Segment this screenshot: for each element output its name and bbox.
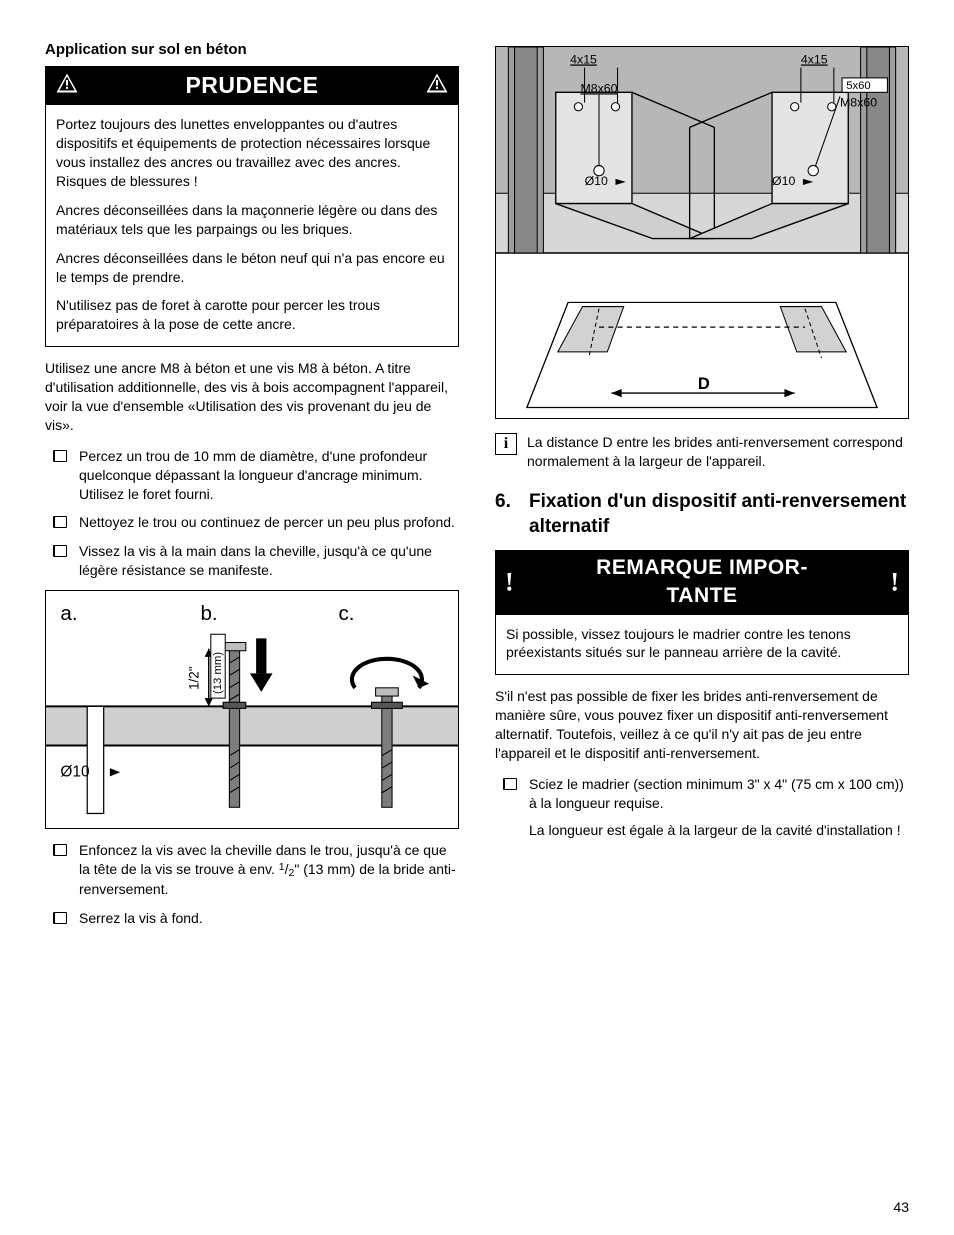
caution-box: Portez toujours des lunettes enveloppant… [45, 105, 459, 347]
info-row: i La distance D entre les brides anti-re… [495, 433, 909, 471]
steps-list-right: Sciez le madrier (section minimum 3" x 4… [503, 775, 909, 840]
warning-triangle-icon [55, 71, 79, 100]
section-title: Fixation d'un dispositif anti-renverseme… [529, 489, 909, 540]
caution-band: PRUDENCE [45, 66, 459, 105]
caution-p4: N'utilisez pas de foret à carotte pour p… [56, 296, 448, 334]
frac-sup: 1 [279, 861, 285, 873]
caution-p1: Portez toujours des lunettes enveloppant… [56, 115, 448, 191]
label-m8x60-a: M8x60 [580, 81, 617, 95]
steps-list-2: Enfoncez la vis avec la cheville dans le… [53, 841, 459, 928]
label-o10-b: Ø10 [772, 174, 795, 188]
step-item: Percez un trou de 10 mm de diamètre, d'u… [53, 447, 459, 504]
note-title: REMARQUE IMPOR- TANTE [596, 554, 808, 611]
label-D: D [698, 375, 710, 393]
figure-brackets: 4x15 M8x60 4x15 5x60 M8x60 Ø10 Ø10 [495, 46, 909, 419]
label-4x15-b: 4x15 [801, 52, 828, 66]
section-heading: 6. Fixation d'un dispositif anti-renvers… [495, 489, 909, 540]
fig-diam: Ø10 [60, 764, 89, 781]
step-item: Serrez la vis à fond. [53, 909, 459, 928]
step-item: Sciez le madrier (section minimum 3" x 4… [503, 775, 909, 840]
fig-label-b: b. [201, 602, 218, 625]
steps-list-1: Percez un trou de 10 mm de diamètre, d'u… [53, 447, 459, 580]
label-5x60: 5x60 [846, 80, 871, 92]
label-o10-a: Ø10 [585, 174, 608, 188]
concrete-subhead: Application sur sol en béton [45, 40, 459, 60]
after-note-para: S'il n'est pas possible de fixer les bri… [495, 687, 909, 763]
step-item: Nettoyez le trou ou continuez de percer … [53, 513, 459, 532]
note-box: Si possible, vissez toujours le madrier … [495, 615, 909, 676]
caution-p2: Ancres déconseillées dans la maçonnerie … [56, 201, 448, 239]
exclamation-icon: ! [505, 565, 514, 600]
page-number: 43 [893, 1198, 909, 1217]
warning-triangle-icon [425, 71, 449, 100]
info-icon: i [495, 433, 517, 455]
fig-label-c: c. [339, 602, 355, 625]
step-subtext: La longueur est égale à la largeur de la… [529, 821, 909, 840]
figure-abc: a. b. c. Ø10 [45, 590, 459, 829]
caution-p3: Ancres déconseillées dans le béton neuf … [56, 249, 448, 287]
note-band: ! REMARQUE IMPOR- TANTE ! [495, 550, 909, 615]
fig-label-a: a. [60, 602, 77, 625]
step-item: Enfoncez la vis avec la cheville dans le… [53, 841, 459, 899]
step-item: Vissez la vis à la main dans la cheville… [53, 542, 459, 580]
fig-gap-mm: (13 mm) [212, 652, 224, 694]
label-4x15-a: 4x15 [570, 52, 597, 66]
info-text: La distance D entre les brides anti-renv… [527, 433, 909, 471]
after-caution-para: Utilisez une ancre M8 à béton et une vis… [45, 359, 459, 435]
label-m8x60-b: M8x60 [840, 96, 877, 110]
step-text: Sciez le madrier (section minimum 3" x 4… [529, 776, 904, 811]
exclamation-icon: ! [890, 565, 899, 600]
fig-gap-in: 1/2" [186, 666, 201, 690]
note-para: Si possible, vissez toujours le madrier … [506, 625, 898, 663]
caution-title: PRUDENCE [185, 70, 318, 101]
section-number: 6. [495, 489, 529, 540]
